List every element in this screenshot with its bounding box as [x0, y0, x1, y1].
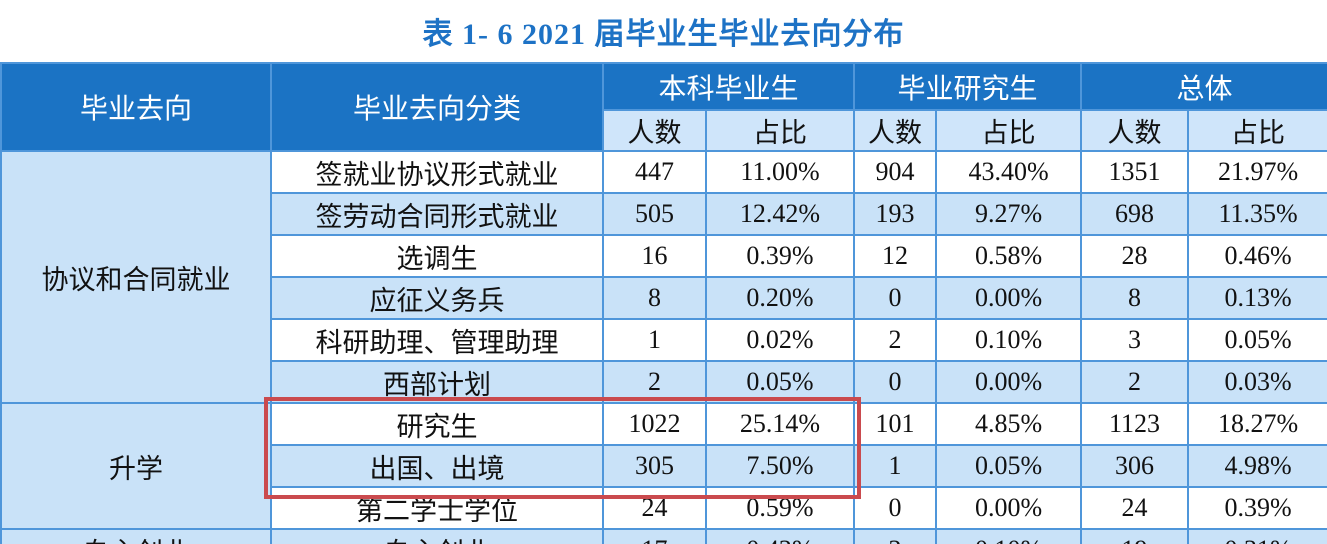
value-cell: 8	[602, 276, 707, 320]
value-cell: 4.85%	[935, 402, 1083, 446]
value-cell: 8	[1080, 276, 1190, 320]
value-cell: 3	[1080, 318, 1190, 362]
value-cell: 0	[853, 276, 938, 320]
group-cell-further-study: 升学	[0, 402, 272, 530]
subheader-undergrad-percent: 占比	[704, 109, 856, 152]
value-cell: 1123	[1080, 402, 1190, 446]
category-cell: 西部计划	[270, 360, 604, 404]
value-cell: 16	[602, 234, 707, 278]
value-cell: 2	[602, 360, 707, 404]
value-cell: 0	[853, 486, 938, 530]
category-cell: 签劳动合同形式就业	[270, 192, 604, 236]
table-row: 升学 研究生 1022 25.14% 101 4.85% 1123 18.27%	[0, 402, 1327, 530]
value-cell: 0.05%	[935, 444, 1083, 488]
value-cell: 305	[602, 444, 707, 488]
category-cell: 选调生	[270, 234, 604, 278]
table-row: 签劳动合同形式就业 505 12.42% 193 9.27% 698 11.35…	[1, 192, 1327, 236]
value-cell: 306	[1080, 444, 1190, 488]
category-cell: 签就业协议形式就业	[270, 150, 604, 194]
value-cell: 0.20%	[704, 276, 856, 320]
value-cell: 0.59%	[704, 486, 856, 530]
subheader-total-count: 人数	[1080, 109, 1190, 152]
value-cell: 0.05%	[704, 360, 856, 404]
subheader-total-percent: 占比	[1187, 109, 1327, 152]
category-cell: 第二学士学位	[270, 486, 604, 530]
value-cell: 698	[1080, 192, 1190, 236]
value-cell: 21.97%	[1187, 150, 1327, 194]
value-cell: 1	[602, 318, 707, 362]
value-cell: 7.50%	[704, 444, 856, 488]
value-cell: 11.00%	[704, 150, 856, 194]
value-cell: 193	[853, 192, 938, 236]
value-cell: 0.42%	[704, 528, 856, 544]
value-cell: 0.46%	[1187, 234, 1327, 278]
value-cell: 1	[853, 444, 938, 488]
value-cell: 2	[853, 528, 938, 544]
value-cell: 12.42%	[704, 192, 856, 236]
table-row: 第二学士学位 24 0.59% 0 0.00% 24 0.39%	[1, 486, 1327, 530]
value-cell: 101	[853, 402, 938, 446]
col-header-total: 总体	[1080, 62, 1327, 111]
value-cell: 24	[1080, 486, 1190, 530]
value-cell: 2	[853, 318, 938, 362]
value-cell: 0.31%	[1187, 528, 1327, 544]
category-cell: 科研助理、管理助理	[270, 318, 604, 362]
table-row: 自主创业 自主创业 17 0.42% 2 0.10% 19 0.31%	[0, 528, 1327, 544]
category-cell: 出国、出境	[270, 444, 604, 488]
table-title: 表 1- 6 2021 届毕业生毕业去向分布	[422, 18, 905, 51]
table-row: 协议和合同就业 签就业协议形式就业 447 11.00% 904 43.40% …	[0, 150, 1327, 404]
header-row-subcolumns: 人数 占比 人数 占比 人数 占比	[1, 109, 1327, 152]
value-cell: 447	[602, 150, 707, 194]
value-cell: 0.10%	[935, 318, 1083, 362]
value-cell: 0	[853, 360, 938, 404]
category-cell: 研究生	[270, 402, 604, 446]
value-cell: 0.00%	[935, 276, 1083, 320]
col-header-destination: 毕业去向	[0, 62, 272, 152]
col-header-category: 毕业去向分类	[270, 62, 604, 152]
value-cell: 17	[602, 528, 707, 544]
value-cell: 11.35%	[1187, 192, 1327, 236]
subheader-undergrad-count: 人数	[602, 109, 707, 152]
value-cell: 0.00%	[935, 486, 1083, 530]
subheader-postgrad-percent: 占比	[935, 109, 1083, 152]
table-row: 选调生 16 0.39% 12 0.58% 28 0.46%	[1, 234, 1327, 278]
value-cell: 2	[1080, 360, 1190, 404]
value-cell: 19	[1080, 528, 1190, 544]
table-row: 科研助理、管理助理 1 0.02% 2 0.10% 3 0.05%	[1, 318, 1327, 362]
value-cell: 0.00%	[935, 360, 1083, 404]
value-cell: 0.39%	[1187, 486, 1327, 530]
value-cell: 0.58%	[935, 234, 1083, 278]
value-cell: 0.03%	[1187, 360, 1327, 404]
value-cell: 505	[602, 192, 707, 236]
value-cell: 18.27%	[1187, 402, 1327, 446]
value-cell: 1351	[1080, 150, 1190, 194]
value-cell: 28	[1080, 234, 1190, 278]
value-cell: 0.10%	[935, 528, 1083, 544]
group-cell-self-employment: 自主创业	[0, 528, 272, 544]
value-cell: 25.14%	[704, 402, 856, 446]
table-row: 出国、出境 305 7.50% 1 0.05% 306 4.98%	[1, 444, 1327, 488]
value-cell: 9.27%	[935, 192, 1083, 236]
value-cell: 12	[853, 234, 938, 278]
value-cell: 0.39%	[704, 234, 856, 278]
category-cell: 应征义务兵	[270, 276, 604, 320]
table-row: 西部计划 2 0.05% 0 0.00% 2 0.03%	[1, 360, 1327, 404]
value-cell: 1022	[602, 402, 707, 446]
category-cell: 自主创业	[270, 528, 604, 544]
table-row: 应征义务兵 8 0.20% 0 0.00% 8 0.13%	[1, 276, 1327, 320]
header-row-groups: 毕业去向 毕业去向分类 本科毕业生 毕业研究生 总体	[0, 62, 1327, 152]
value-cell: 24	[602, 486, 707, 530]
value-cell: 43.40%	[935, 150, 1083, 194]
value-cell: 0.05%	[1187, 318, 1327, 362]
value-cell: 904	[853, 150, 938, 194]
value-cell: 0.13%	[1187, 276, 1327, 320]
subheader-postgrad-count: 人数	[853, 109, 938, 152]
col-header-postgrad: 毕业研究生	[853, 62, 1083, 111]
graduate-destination-table: 毕业去向 毕业去向分类 本科毕业生 毕业研究生 总体 人数 占比 人数 占比 人…	[0, 62, 1327, 544]
value-cell: 0.02%	[704, 318, 856, 362]
group-cell-agreement-employment: 协议和合同就业	[0, 150, 272, 404]
value-cell: 4.98%	[1187, 444, 1327, 488]
col-header-undergrad: 本科毕业生	[601, 62, 856, 111]
